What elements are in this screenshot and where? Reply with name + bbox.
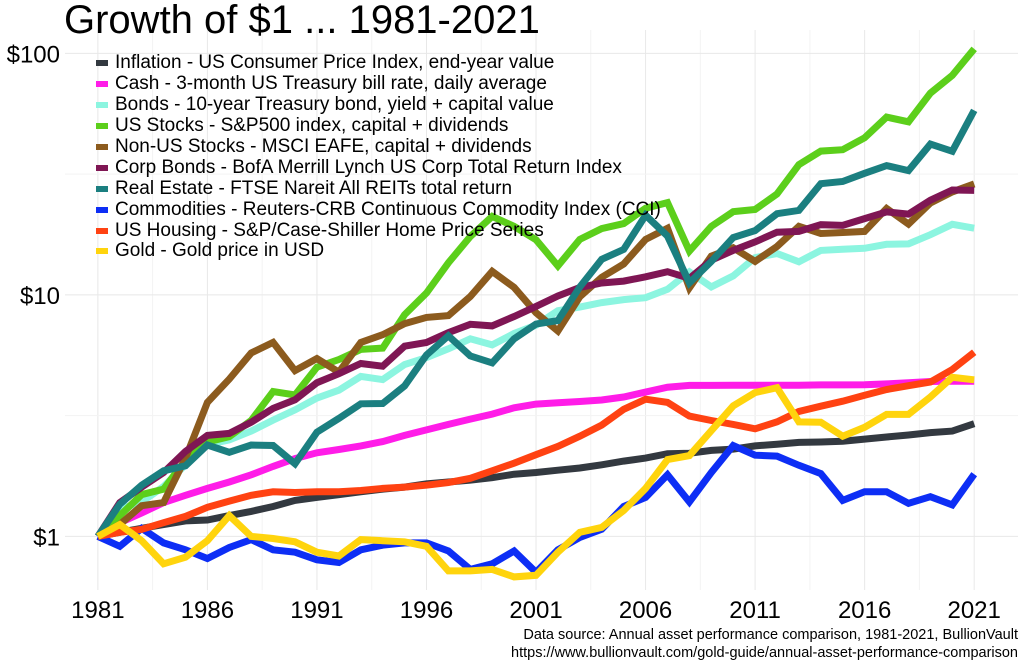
legend-item: Commodities - Reuters-CRB Continuous Com… [96, 199, 661, 220]
legend-label: Gold - Gold price in USD [115, 240, 325, 262]
legend-swatch-icon [96, 248, 108, 255]
y-tick-label: $1 [33, 524, 60, 551]
series-line [97, 420, 976, 540]
y-tick-label: $10 [20, 283, 60, 310]
legend-item: US Housing - S&P/Case-Shiller Home Price… [96, 220, 661, 241]
series-line [97, 349, 977, 540]
x-tick-label: 2006 [619, 597, 672, 624]
legend-item: Gold - Gold price in USD [96, 240, 661, 262]
source-line-2: https://www.bullionvault.com/gold-guide/… [511, 645, 1018, 661]
x-tick-label: 2001 [509, 597, 562, 624]
legend-swatch-icon [96, 185, 108, 192]
legend-item: Non-US Stocks - MSCI EAFE, capital + div… [96, 136, 661, 158]
legend-swatch-icon [96, 206, 108, 213]
legend-item: Corp Bonds - BofA Merrill Lynch US Corp … [96, 157, 661, 178]
legend-swatch-icon [96, 164, 108, 171]
x-tick-label: 1981 [71, 597, 124, 624]
data-source-note: Data source: Annual asset performance co… [511, 626, 1018, 662]
legend-label: US Housing - S&P/Case-Shiller Home Price… [115, 219, 544, 241]
x-tick-label: 1996 [400, 597, 453, 624]
series-line [96, 377, 975, 540]
series-line [96, 180, 976, 540]
chart-title: Growth of $1 ... 1981-2021 [64, 0, 540, 42]
legend-item: US Stocks - S&P500 index, capital + divi… [96, 115, 661, 137]
source-line-1: Data source: Annual asset performance co… [523, 627, 1018, 643]
x-tick-label: 2021 [947, 597, 1000, 624]
legend-swatch-icon [96, 81, 108, 88]
x-tick-label: 2011 [729, 597, 781, 624]
legend-item: Bonds - 10-year Treasury bond, yield + c… [96, 94, 661, 116]
legend-swatch-icon [96, 60, 108, 67]
y-tick-label: $100 [7, 41, 60, 68]
legend-swatch-icon [96, 123, 108, 130]
legend-item: Real Estate - FTSE Nareit All REITs tota… [96, 178, 661, 199]
legend-swatch-icon [96, 144, 108, 150]
series-line [94, 186, 975, 539]
legend-item: Cash - 3-month US Treasury bill rate, da… [96, 73, 661, 95]
legend-swatch-icon [96, 102, 108, 109]
x-tick-label: 2016 [838, 597, 891, 624]
legend-item: Inflation - US Consumer Price Index, end… [96, 52, 661, 74]
legend-label: Real Estate - FTSE Nareit All REITs tota… [115, 177, 513, 199]
x-tick-label: 1986 [181, 597, 234, 624]
series-line [96, 373, 975, 581]
legend-label: Inflation - US Consumer Price Index, end… [115, 52, 555, 74]
legend-label: Cash - 3-month US Treasury bill rate, da… [115, 73, 547, 95]
legend-label: Non-US Stocks - MSCI EAFE, capital + div… [115, 136, 532, 158]
series-line [95, 108, 978, 539]
legend-label: Bonds - 10-year Treasury bond, yield + c… [115, 94, 554, 116]
legend-label: US Stocks - S&P500 index, capital + divi… [115, 115, 509, 137]
legend-swatch-icon [96, 227, 108, 234]
chart-legend: Inflation - US Consumer Price Index, end… [96, 52, 661, 262]
x-tick-label: 1991 [290, 597, 343, 624]
legend-label: Commodities - Reuters-CRB Continuous Com… [115, 198, 661, 220]
legend-label: Corp Bonds - BofA Merrill Lynch US Corp … [115, 156, 622, 178]
